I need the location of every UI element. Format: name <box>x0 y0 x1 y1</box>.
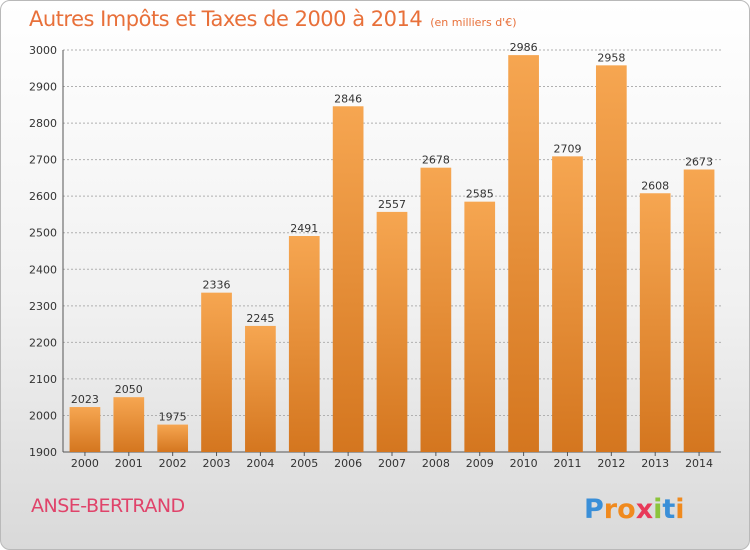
x-tick-label: 2002 <box>159 457 187 470</box>
bar-2012 <box>595 65 627 452</box>
bar-2013 <box>639 193 671 452</box>
y-tick-label: 2100 <box>29 373 57 386</box>
bar-2001 <box>113 397 145 452</box>
data-label: 2608 <box>641 179 669 192</box>
y-tick-label: 2900 <box>29 81 57 94</box>
x-tick-label: 2008 <box>422 457 450 470</box>
x-tick-label: 2014 <box>685 457 713 470</box>
data-label: 2986 <box>510 41 538 54</box>
y-tick-label: 2400 <box>29 263 57 276</box>
data-label: 2585 <box>466 188 494 201</box>
data-label: 2673 <box>685 156 713 169</box>
data-label: 2336 <box>203 279 231 292</box>
bars <box>69 55 715 452</box>
bar-2003 <box>201 292 232 452</box>
y-tick-label: 2800 <box>29 117 57 130</box>
bar-2002 <box>157 424 189 452</box>
data-label: 2709 <box>553 142 581 155</box>
svg-text:Proxiti: Proxiti <box>584 494 685 525</box>
y-tick-label: 2000 <box>29 409 57 422</box>
x-tick-label: 2007 <box>378 457 406 470</box>
data-label: 1975 <box>159 411 187 424</box>
place-name: ANSE-BERTRAND <box>31 495 185 517</box>
x-tick-label: 2010 <box>510 457 538 470</box>
bar-2000 <box>69 407 101 452</box>
data-label: 2050 <box>115 383 143 396</box>
x-tick-label: 2004 <box>246 457 274 470</box>
x-tick-label: 2000 <box>71 457 99 470</box>
chart-title: Autres Impôts et Taxes de 2000 à 2014 (en… <box>29 7 516 31</box>
data-label: 2557 <box>378 198 406 211</box>
x-tick-label: 2003 <box>203 457 231 470</box>
x-tick-label: 2001 <box>115 457 143 470</box>
x-tick-label: 2012 <box>597 457 625 470</box>
data-label: 2023 <box>71 393 99 406</box>
proxiti-logo: Proxiti <box>584 494 685 525</box>
data-label: 2491 <box>290 222 318 235</box>
y-tick-label: 3000 <box>29 44 57 57</box>
y-tick-label: 2500 <box>29 227 57 240</box>
x-tick-label: 2013 <box>641 457 669 470</box>
bar-2004 <box>245 325 276 452</box>
data-label: 2958 <box>597 51 625 64</box>
y-tick-label: 2300 <box>29 300 57 313</box>
y-tick-label: 2200 <box>29 336 57 349</box>
y-tick-label: 2700 <box>29 154 57 167</box>
data-labels: 2023 2050 1975 2336 2245 2491 2846 2557 2678 2585… <box>71 41 713 423</box>
bar-2011 <box>552 156 583 452</box>
bar-2006 <box>332 106 364 452</box>
x-tick-label: 2006 <box>334 457 362 470</box>
y-tick-label: 1900 <box>29 446 57 459</box>
bar-2008 <box>420 167 452 452</box>
data-label: 2678 <box>422 154 450 167</box>
data-label: 2846 <box>334 92 362 105</box>
y-tick-label: 2600 <box>29 190 57 203</box>
chart-title-unit: (en milliers d'€) <box>430 16 517 29</box>
x-tick-label: 2009 <box>466 457 494 470</box>
x-tick-label: 2011 <box>553 457 581 470</box>
chart-title-main: Autres Impôts et Taxes de 2000 à 2014 <box>29 7 423 31</box>
x-tick-label: 2005 <box>290 457 318 470</box>
bar-2007 <box>376 211 408 452</box>
bar-2014 <box>683 169 715 452</box>
bar-2010 <box>508 55 539 452</box>
bar-2009 <box>464 201 496 452</box>
bar-2005 <box>288 236 320 452</box>
data-label: 2245 <box>246 312 274 325</box>
